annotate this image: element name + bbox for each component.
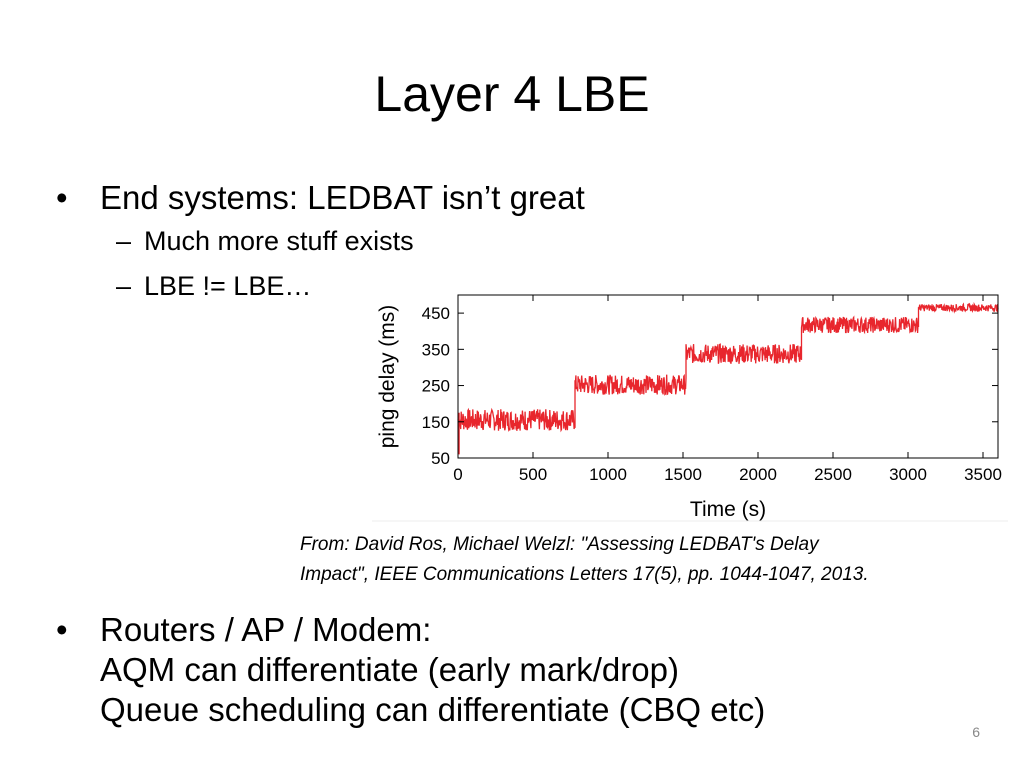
x-tick-label: 500	[519, 465, 547, 484]
bullet-glyph: •	[56, 179, 68, 216]
slide-title: Layer 4 LBE	[374, 66, 650, 122]
chart-svg: 0 500 1000 1500 2000 2500 3000 3500 50 150 250 350 4…	[372, 294, 1008, 522]
y-tick-label: 350	[422, 340, 450, 359]
bullet-text: Routers / AP / Modem: AQM can differenti…	[100, 611, 766, 728]
sub-bullet-text: Much more stuff exists	[144, 226, 414, 256]
figure-caption: From: David Ros, Michael Welzl: "Assessi…	[300, 534, 869, 585]
x-tick-label: 2000	[739, 465, 777, 484]
bullet-glyph: •	[56, 611, 68, 648]
y-tick-label: 50	[431, 449, 450, 468]
y-tick-label: 250	[422, 377, 450, 396]
dash-glyph: –	[116, 271, 132, 301]
bullet-text: End systems: LEDBAT isn’t great	[100, 179, 585, 216]
sub-bullet-text: LBE != LBE…	[144, 271, 312, 301]
y-tick-label: 450	[422, 304, 450, 323]
x-tick-label: 0	[453, 465, 462, 484]
bullet-item: • End systems: LEDBAT isn’t great	[56, 178, 585, 218]
sub-bullet-item: – LBE != LBE…	[56, 264, 585, 308]
bullet-item: • Routers / AP / Modem: AQM can differen…	[56, 610, 765, 730]
sub-bullet-item: – Much more stuff exists	[56, 218, 585, 264]
bullet-block-1: • End systems: LEDBAT isn’t great – Much …	[56, 178, 585, 308]
bullet-block-2: • Routers / AP / Modem: AQM can differen…	[56, 610, 765, 730]
y-axis-title: ping delay (ms)	[376, 305, 399, 449]
x-tick-label: 1500	[664, 465, 702, 484]
plot-frame	[457, 294, 999, 459]
x-tick-label: 3500	[964, 465, 1002, 484]
x-tick-label: 1000	[589, 465, 627, 484]
series-line-ping-delay	[457, 301, 999, 433]
x-tick-label: 3000	[889, 465, 927, 484]
x-axis-title: Time (s)	[690, 498, 766, 521]
dash-glyph: –	[116, 226, 132, 256]
x-tick-label: 2500	[814, 465, 852, 484]
page-number: 6	[972, 724, 980, 740]
y-tick-label: 150	[422, 413, 450, 432]
ping-delay-chart: 0 500 1000 1500 2000 2500 3000 3500 50 150 250 350 4…	[372, 286, 1008, 522]
